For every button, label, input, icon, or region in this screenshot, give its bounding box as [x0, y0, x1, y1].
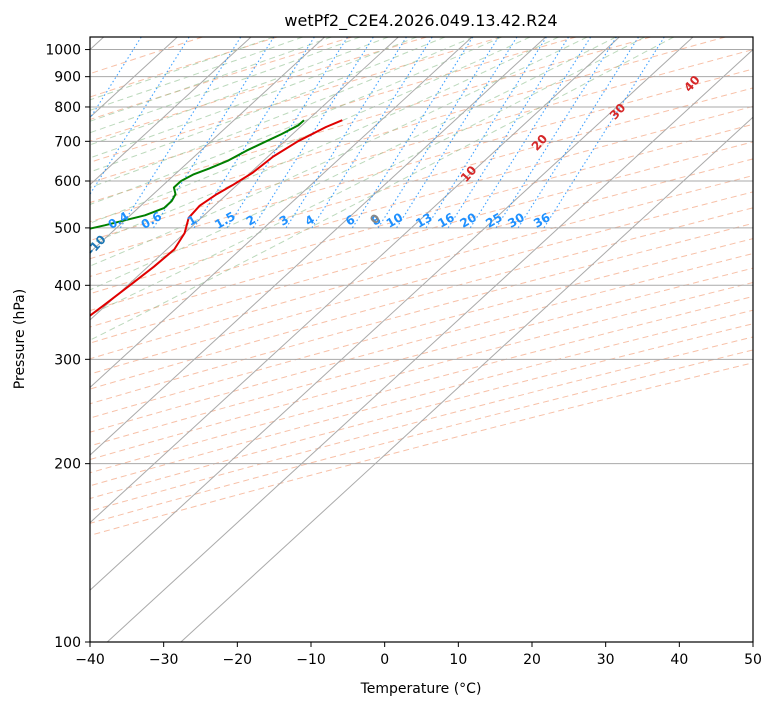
mixing-ratio-line: [377, 37, 499, 229]
moist-adiabat-line: [90, 37, 588, 267]
isotherm-line: [90, 37, 547, 456]
moist-adiabat-line: [90, 37, 361, 134]
mixing-ratio-line: [447, 37, 569, 229]
dry-adiabat-line: [90, 37, 577, 184]
y-tick-label: 300: [54, 352, 81, 368]
dry-adiabat-line: [90, 49, 753, 242]
isotherm-line: [90, 37, 620, 524]
mixing-ratio-line: [517, 37, 639, 229]
x-tick-label: 30: [597, 652, 615, 668]
mixing-ratio-line: [285, 37, 407, 229]
y-tick-label: 100: [54, 635, 81, 651]
isotherm-line: [90, 37, 252, 186]
dry-adiabat-line: [90, 37, 353, 121]
x-tick-label: 20: [523, 652, 541, 668]
moist-adiabat-line: [90, 37, 389, 146]
mixing-ratio-line: [90, 37, 142, 120]
dry-adiabat-line: [90, 158, 753, 344]
mixing-ratio-line: [543, 37, 665, 229]
isotherm-line: [90, 37, 399, 321]
x-tick-label: 40: [670, 652, 688, 668]
y-tick-label: 800: [54, 100, 81, 116]
x-tick-label: −10: [296, 652, 326, 668]
moist-adiabat-line: [90, 37, 446, 173]
y-tick-label: 500: [54, 221, 81, 237]
moist-adiabat-line: [90, 37, 502, 205]
axes: −40 −30 −20 −10 0 10 20 30 40 50 100 200 300 400 500 60…: [45, 43, 762, 668]
mixing-ratio-line: [396, 37, 518, 229]
mixing-ratio-line: [119, 37, 242, 229]
isotherm-line: [90, 37, 326, 253]
x-tick-label: 0: [380, 652, 389, 668]
plot-frame: [89, 36, 754, 643]
mixing-ratio-line: [152, 37, 275, 229]
temperature-profile-line: [90, 119, 343, 317]
dry-adiabat-line: [90, 267, 753, 447]
mixing-ratio-line: [252, 37, 374, 229]
y-tick-label: 400: [54, 278, 81, 294]
moist-adiabat-line: [90, 37, 646, 316]
mixing-ratio-line: [90, 37, 190, 196]
dewpoint-profile-line: [90, 119, 305, 230]
mixing-ratio-line: [425, 37, 547, 229]
y-tick-label: 200: [54, 457, 81, 473]
isotherm-line: [106, 48, 753, 642]
dry-adiabat-line: [90, 238, 753, 419]
mixing-ratio-line: [351, 37, 474, 229]
dry-adiabat-line: [90, 309, 753, 487]
dry-adiabat-line: [90, 37, 726, 223]
x-tick-label: 50: [744, 652, 762, 668]
x-tick-label: −20: [223, 652, 253, 668]
y-axis-label: Pressure (hPa): [12, 289, 28, 389]
y-tick-label: 900: [54, 70, 81, 86]
y-tick-label: 700: [54, 134, 81, 150]
profile-series: [90, 119, 343, 317]
y-tick-label: 600: [54, 174, 81, 190]
dry-adiabat-line: [90, 87, 753, 278]
moist-adiabat-line: [90, 37, 617, 291]
dry-adiabat-line: [90, 222, 753, 405]
mixing-ratio-line: [469, 37, 592, 229]
x-tick-label: −40: [75, 652, 105, 668]
x-tick-label: −30: [149, 652, 179, 668]
isotherm-line: [90, 37, 694, 591]
mixing-ratio-line: [226, 37, 348, 229]
moist-adiabat-line: [90, 37, 675, 341]
chart-title: wetPf2_C2E4.2026.049.13.42.R24: [284, 11, 557, 31]
isotherm-line: [180, 116, 753, 642]
mixing-ratio-line: [193, 37, 315, 229]
dry-adiabat-line: [90, 37, 427, 142]
y-tick-label: 1000: [45, 43, 81, 59]
dry-adiabat-line: [90, 68, 753, 260]
dry-adiabat-line: [90, 295, 753, 474]
background-lines: [90, 37, 753, 642]
isotherm-line: [90, 37, 473, 389]
mixing-ratio-line: [311, 37, 433, 229]
dry-adiabat-line: [90, 336, 753, 512]
dry-adiabat-line: [90, 175, 753, 360]
mixing-ratio-line: [495, 37, 617, 229]
x-tick-label: 10: [449, 652, 467, 668]
moist-adiabat-line: [90, 37, 531, 224]
x-axis-label: Temperature (°C): [360, 681, 482, 697]
dry-adiabat-line: [90, 362, 753, 536]
